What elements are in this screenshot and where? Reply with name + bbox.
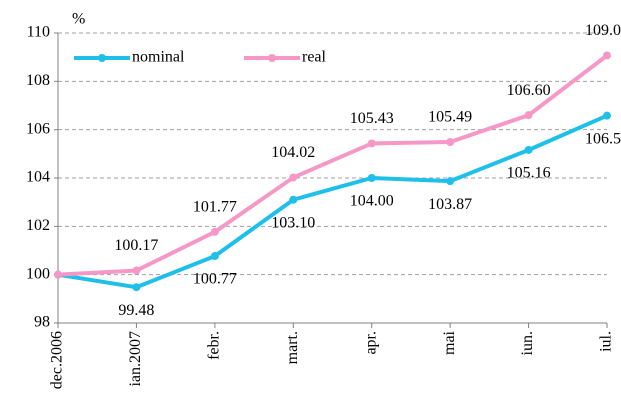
x-tick-label: mai (441, 330, 458, 355)
legend-label: nominal (132, 49, 185, 66)
value-label: 99.48 (118, 302, 154, 319)
point (367, 139, 376, 148)
value-label: 106.58 (585, 130, 621, 147)
value-label: 105.43 (350, 110, 394, 127)
point (446, 177, 455, 186)
series-line (57, 113, 608, 290)
legend-marker (98, 54, 106, 62)
point (524, 111, 533, 120)
value-label: 103.10 (271, 214, 315, 231)
legend-label: real (302, 49, 327, 66)
x-tick-label: ian.2007 (127, 331, 144, 387)
value-label: 104.00 (350, 193, 394, 210)
y-tick-label: 110 (27, 24, 50, 41)
y-tick-label: 100 (26, 265, 50, 282)
value-label: 105.16 (507, 165, 551, 182)
point (132, 266, 141, 275)
x-tick-label: dec.2006 (49, 331, 66, 389)
point (210, 252, 219, 261)
unit-label: % (72, 11, 85, 28)
point (132, 283, 141, 292)
point (289, 195, 298, 204)
point (54, 270, 62, 279)
value-label: 106.60 (507, 82, 551, 99)
point (289, 173, 298, 182)
x-tick-label: febr. (206, 331, 223, 360)
value-label: 100.17 (114, 237, 158, 254)
point (524, 145, 533, 154)
x-tick-label: mart. (284, 331, 301, 364)
point (446, 137, 455, 146)
point (603, 51, 611, 60)
point (210, 227, 219, 236)
y-tick-label: 98 (34, 314, 50, 331)
value-label: 101.77 (193, 199, 237, 216)
y-tick-label: 102 (26, 217, 50, 234)
value-label: 103.87 (428, 196, 472, 213)
x-tick-label: apr. (362, 331, 379, 355)
x-tick-label: iun. (519, 331, 536, 355)
value-label: 109.07 (585, 22, 621, 39)
value-label: 100.77 (193, 271, 237, 288)
y-tick-label: 106 (26, 120, 50, 137)
value-label: 104.02 (271, 144, 315, 161)
x-tick-label: iul. (598, 331, 615, 352)
point (603, 111, 611, 120)
legend-marker (268, 54, 276, 62)
y-tick-label: 104 (26, 169, 50, 186)
y-tick-label: 108 (26, 72, 50, 89)
series-line (57, 53, 609, 277)
value-label: 105.49 (428, 109, 472, 126)
point (367, 174, 376, 182)
